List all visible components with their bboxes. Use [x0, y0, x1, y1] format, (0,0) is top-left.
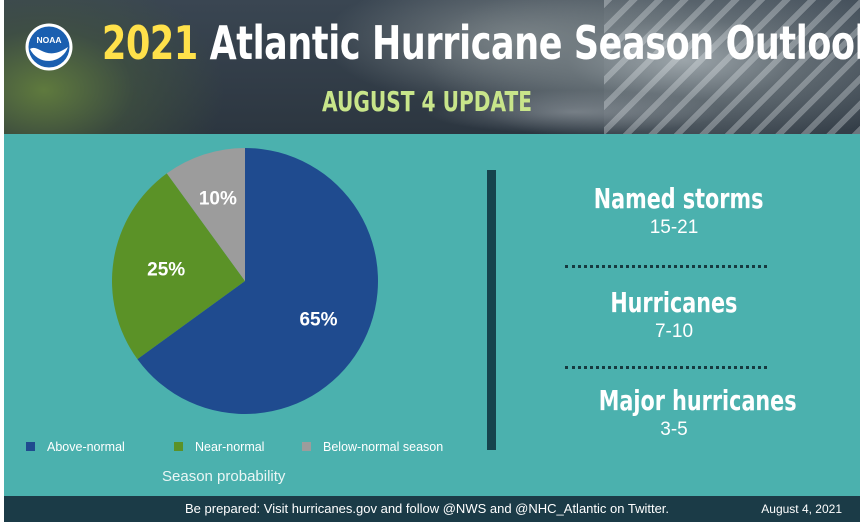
- pie-slice-below-normal-season: [166, 148, 245, 281]
- logo-text: NOAA: [36, 35, 61, 45]
- satellite-clouds-image: [424, 90, 724, 134]
- legend-swatch-near-normal: [174, 442, 183, 452]
- footer-message: Be prepared: Visit hurricanes.gov and fo…: [185, 501, 670, 516]
- page-subtitle: AUGUST 4 UPDATE: [322, 85, 533, 118]
- dotted-separator: [565, 265, 767, 268]
- noaa-logo-icon: NOAA: [25, 23, 73, 71]
- legend-label-below-normal: Below-normal season: [323, 440, 444, 454]
- chart-legend: Above-normal Near-normal Below-normal se…: [26, 437, 506, 457]
- satellite-clouds-image: [604, 0, 860, 134]
- legend-swatch-below-normal: [302, 442, 311, 452]
- legend-item-above-normal: Above-normal: [26, 437, 125, 457]
- stat-label: Major hurricanes: [598, 384, 797, 417]
- pie-slice-label: 65%: [299, 309, 337, 330]
- dotted-separator: [565, 366, 767, 369]
- pie-slice-label: 10%: [199, 189, 237, 210]
- header-banner: NOAA 2021 Atlantic Hurricane Season Outl…: [4, 0, 860, 134]
- infographic: NOAA 2021 Atlantic Hurricane Season Outl…: [4, 0, 860, 522]
- footer-bar: Be prepared: Visit hurricanes.gov and fo…: [4, 496, 860, 522]
- stat-label: Named storms: [593, 182, 764, 215]
- pie-chart: 65% 25% 10%: [112, 148, 378, 414]
- stat-label: Hurricanes: [610, 286, 738, 319]
- season-probability-label: Season probability: [162, 468, 286, 485]
- stat-value: 15-21: [649, 217, 699, 238]
- footer-date: August 4, 2021: [761, 502, 842, 516]
- stat-value: 7-10: [654, 321, 694, 342]
- stat-major-hurricanes: Major hurricanes 3-5: [564, 384, 797, 442]
- content-panel: 65% 25% 10% Above-normal Near-normal Below…: [4, 134, 860, 496]
- pie-slice-above-normal: [137, 148, 378, 414]
- vertical-divider: [487, 170, 496, 450]
- pie-slice-label: 25%: [147, 260, 185, 281]
- legend-label-above-normal: Above-normal: [47, 440, 125, 454]
- stat-hurricanes: Hurricanes 7-10: [564, 286, 784, 344]
- legend-swatch-above-normal: [26, 442, 35, 452]
- stat-named-storms: Named storms 15-21: [564, 182, 784, 240]
- pie-slice-near-normal: [112, 173, 245, 360]
- stat-value: 3-5: [660, 419, 688, 440]
- legend-label-near-normal: Near-normal: [195, 440, 265, 454]
- title-year: 2021: [102, 16, 198, 70]
- page-title: 2021 Atlantic Hurricane Season Outlook: [102, 8, 860, 78]
- legend-item-below-normal: Below-normal season: [302, 437, 443, 457]
- legend-item-near-normal: Near-normal: [174, 437, 264, 457]
- title-text: Atlantic Hurricane Season Outlook: [209, 16, 860, 70]
